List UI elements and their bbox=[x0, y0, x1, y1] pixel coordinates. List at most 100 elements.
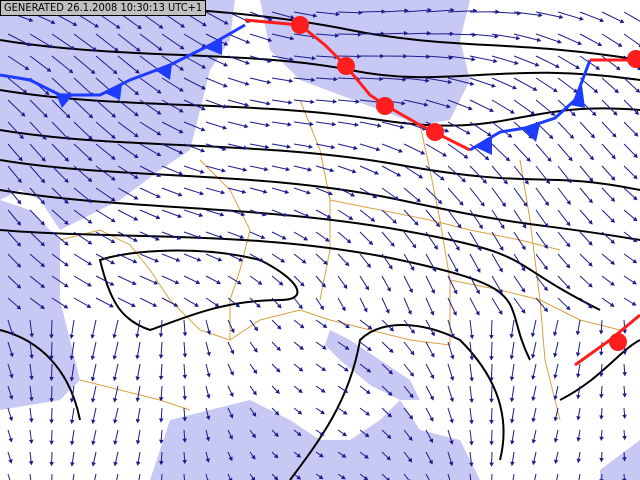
wind-arrow bbox=[579, 33, 602, 46]
wind-arrow-head bbox=[552, 87, 558, 93]
wind-arrow-head bbox=[309, 121, 314, 127]
warm-front-semicircle bbox=[376, 97, 394, 115]
wind-arrow-head bbox=[544, 201, 549, 207]
wind-arrow-head bbox=[343, 388, 349, 394]
wind-arrow-head bbox=[8, 459, 13, 464]
cold-front-triangle bbox=[55, 92, 72, 108]
wind-arrow-head bbox=[64, 178, 69, 183]
wind-arrow-head bbox=[177, 213, 183, 219]
wind-arrow-head bbox=[588, 177, 594, 183]
wind-arrow bbox=[73, 209, 92, 224]
wind-arrow-head bbox=[515, 35, 521, 41]
wind-arrow bbox=[469, 121, 492, 137]
wind-arrow-head bbox=[229, 371, 234, 376]
wind-arrow-head bbox=[219, 212, 225, 217]
wind-arrow bbox=[271, 33, 294, 40]
wind-arrow bbox=[183, 209, 203, 217]
wind-arrow bbox=[117, 297, 136, 307]
wind-arrow-head bbox=[505, 156, 511, 162]
wind-arrow bbox=[315, 55, 338, 58]
wind-arrow-head bbox=[330, 144, 336, 150]
wind-arrow bbox=[359, 77, 383, 80]
wind-arrow-head bbox=[599, 457, 604, 463]
wind-arrow bbox=[557, 121, 574, 139]
wind-arrow bbox=[161, 99, 184, 113]
wind-arrow-head bbox=[177, 192, 183, 197]
wind-arrow bbox=[469, 77, 496, 87]
wind-arrow-head bbox=[366, 263, 371, 268]
sea-baltic bbox=[260, 0, 470, 125]
wind-arrow-head bbox=[49, 440, 54, 445]
wind-arrow bbox=[447, 55, 475, 61]
wind-arrow-head bbox=[589, 155, 594, 161]
wind-arrow bbox=[7, 165, 22, 183]
wind-arrow bbox=[513, 231, 526, 250]
wind-arrow bbox=[513, 55, 539, 67]
wind-arrow-head bbox=[310, 77, 316, 83]
wind-arrow bbox=[227, 33, 250, 44]
wind-arrow-head bbox=[110, 155, 116, 160]
wind-arrow-head bbox=[599, 415, 604, 420]
wind-arrow bbox=[535, 231, 548, 249]
wind-arrow-head bbox=[283, 212, 288, 217]
wind-arrow-head bbox=[494, 34, 499, 39]
wind-arrow-head bbox=[205, 436, 211, 442]
wind-arrow-head bbox=[9, 373, 14, 379]
wind-arrow-head bbox=[344, 345, 350, 350]
wind-arrow-head bbox=[402, 77, 407, 82]
wind-arrow bbox=[535, 33, 562, 44]
wind-arrow-head bbox=[265, 122, 271, 128]
wind-arrow-head bbox=[134, 112, 139, 117]
wind-arrow-head bbox=[285, 166, 291, 172]
wind-arrow-head bbox=[9, 331, 14, 337]
wind-arrow-head bbox=[133, 174, 139, 179]
wind-arrow-head bbox=[87, 156, 93, 162]
wind-arrow-head bbox=[275, 389, 280, 395]
wind-arrow-head bbox=[493, 58, 498, 64]
wind-arrow-head bbox=[599, 372, 604, 378]
wind-arrow-head bbox=[64, 262, 69, 267]
wind-arrow-head bbox=[288, 78, 294, 83]
wind-arrow bbox=[491, 231, 504, 251]
wind-arrow-head bbox=[182, 417, 187, 422]
wind-arrow-head bbox=[44, 90, 50, 96]
wind-arrow-head bbox=[306, 190, 311, 195]
wind-arrow-head bbox=[110, 217, 116, 223]
wind-arrow bbox=[403, 473, 410, 480]
wind-arrow bbox=[249, 11, 272, 21]
wind-arrow bbox=[557, 33, 582, 45]
wind-arrow bbox=[95, 209, 115, 223]
wind-arrow-head bbox=[158, 333, 164, 338]
wind-arrow-head bbox=[158, 418, 164, 423]
wind-arrow bbox=[73, 231, 92, 245]
wind-arrow-head bbox=[565, 263, 571, 269]
wind-arrow-head bbox=[399, 124, 405, 130]
wind-arrow bbox=[403, 77, 429, 82]
wind-arrow bbox=[513, 253, 526, 271]
wind-arrow bbox=[403, 253, 415, 271]
wind-arrow-head bbox=[28, 17, 34, 22]
wind-arrow bbox=[183, 165, 204, 174]
wind-arrow bbox=[183, 33, 206, 48]
wind-arrow-head bbox=[429, 417, 434, 422]
wind-arrow bbox=[183, 121, 205, 131]
wind-arrow-head bbox=[197, 234, 203, 240]
wind-arrow bbox=[205, 143, 226, 151]
wind-arrow-head bbox=[221, 146, 227, 151]
wind-arrow-head bbox=[157, 46, 163, 51]
wind-arrow-head bbox=[435, 222, 440, 228]
wind-arrow bbox=[271, 55, 293, 61]
wind-arrow-head bbox=[312, 13, 318, 18]
wind-arrow-head bbox=[509, 376, 515, 381]
wind-arrow-head bbox=[622, 457, 627, 462]
wind-arrow-head bbox=[409, 372, 415, 377]
wind-arrow-head bbox=[289, 35, 295, 41]
wind-arrow-head bbox=[64, 199, 69, 204]
wind-arrow bbox=[381, 77, 406, 81]
wind-arrow bbox=[623, 11, 640, 22]
wind-arrow bbox=[623, 99, 639, 115]
wind-arrow bbox=[491, 253, 503, 272]
wind-arrow-head bbox=[223, 83, 228, 88]
wind-arrow-head bbox=[111, 113, 116, 118]
cold-front-triangle bbox=[570, 85, 585, 108]
